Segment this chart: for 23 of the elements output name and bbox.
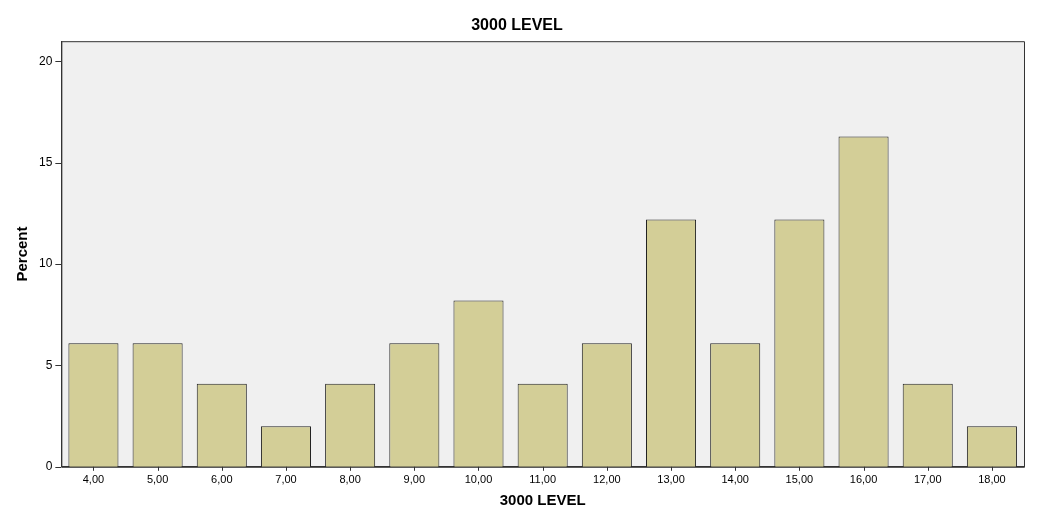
x-tick-label: 15,00 [785,473,814,486]
x-tick-label: 16,00 [849,473,878,486]
x-tick-label: 4,00 [82,473,105,486]
y-tick-label: 5 [45,357,53,372]
x-tick-label: 6,00 [211,473,233,486]
x-tick-label: 18,00 [978,473,1006,486]
x-tick-label: 10,00 [464,473,493,486]
x-tick-label: 17,00 [913,473,942,486]
y-tick-label: 0 [45,459,53,474]
chart-title: 3000 LEVEL [471,16,564,34]
x-tick-label: 8,00 [339,473,361,486]
x-axis-title: 3000 LEVEL [499,491,586,509]
x-tick-label: 14,00 [721,473,749,486]
x-tick-label: 13,00 [657,473,685,486]
x-tick-label: 11,00 [529,473,557,486]
y-tick-label: 10 [38,256,53,271]
y-axis-title: Percent [13,226,31,282]
y-tick-label: 15 [38,155,53,170]
x-tick-label: 12,00 [593,473,621,486]
x-tick-label: 9,00 [403,473,426,486]
y-tick-label: 20 [38,53,53,68]
x-tick-label: 7,00 [275,473,297,486]
x-tick-label: 5,00 [146,473,169,486]
